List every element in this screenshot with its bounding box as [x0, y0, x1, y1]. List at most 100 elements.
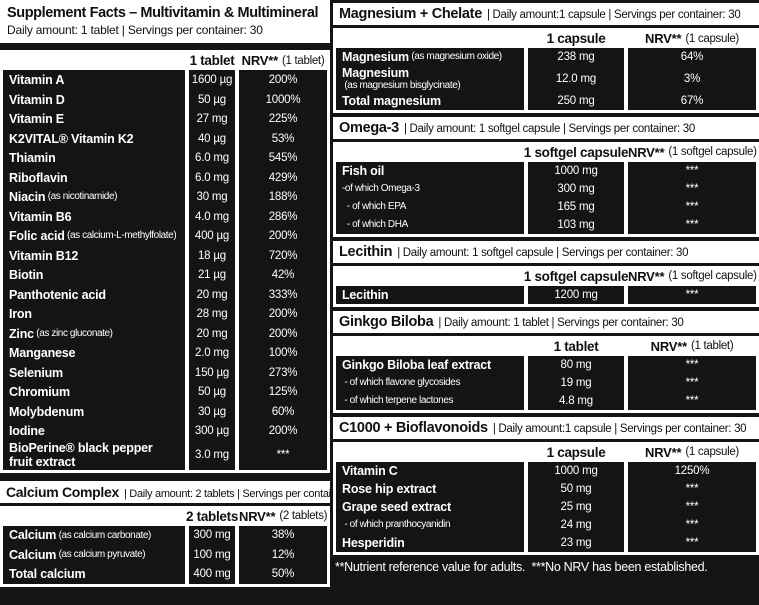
ingredient-nrv: ***	[628, 533, 756, 552]
ingredient-amount: 400 mg	[189, 564, 235, 585]
ingredient-name: Thiamin	[9, 151, 56, 165]
ingredient-note: (as magnesium bisglycinate)	[342, 80, 461, 92]
nrv-label: NRV**	[628, 268, 665, 284]
table-row: Vitamin C 1000 mg 1250%	[336, 461, 756, 480]
ingredient-nrv: 3%	[628, 66, 756, 92]
table-row: Magnesium (as magnesium oxide) 238 mg 64…	[336, 48, 756, 66]
nrv-unit-note: (1 capsule)	[685, 446, 739, 459]
table-row: Iodine 300 µg 200%	[3, 421, 327, 441]
nrv-unit-note: (1 softgel capsule)	[668, 146, 757, 159]
c1000-table: 1 capsule NRV** (1 capsule) Vitamin C 100…	[333, 441, 759, 555]
section-subtitle: | Daily amount:1 capsule | Servings per …	[486, 9, 741, 21]
section-title: Lecithin	[339, 243, 393, 260]
ingredient-label: - of which DHA	[336, 215, 524, 234]
column-header-nrv: NRV** (1 capsule)	[628, 31, 756, 46]
ingredient-amount: 27 mg	[189, 109, 235, 129]
ingredient-amount: 1000 mg	[528, 461, 624, 480]
ingredient-amount: 30 µg	[189, 401, 235, 422]
nrv-unit-note: (2 tablets)	[279, 510, 328, 523]
table-row: - of which flavone glycosides 19 mg ***	[336, 373, 756, 392]
ingredient-name: Selenium	[9, 365, 63, 380]
ingredient-name: Vitamin C	[342, 463, 398, 478]
ingredient-amount: 1200 mg	[528, 285, 624, 304]
table-row: Niacin (as nicotinamide) 30 mg 188%	[3, 187, 327, 207]
section-header-ginkgo: Ginkgo Biloba | Daily amount: 1 tablet |…	[333, 310, 759, 333]
table-row: BioPerine® black pepper fruit extract 3.…	[3, 440, 327, 470]
table-header-row: 1 softgel capsule NRV** (1 softgel capsul…	[336, 142, 757, 162]
header-spacer	[3, 53, 185, 68]
table-header-row: 2 tablets NRV** (2 tablets)	[3, 506, 328, 526]
header-spacer	[336, 31, 524, 46]
ingredient-nrv: ***	[628, 197, 756, 216]
ingredient-nrv: 125%	[239, 382, 327, 402]
ingredient-note: (as calcium-L-methylfolate)	[64, 230, 177, 242]
ingredient-amount: 2.0 mg	[189, 343, 235, 363]
ingredient-nrv: ***	[628, 215, 756, 234]
ingredient-nrv: 333%	[239, 284, 327, 305]
left-column: Supplement Facts – Multivitamin & Multim…	[0, 0, 330, 588]
nrv-label: NRV**	[241, 53, 279, 69]
ingredient-nrv: 53%	[239, 128, 327, 149]
ingredient-name: Panthotenic acid	[9, 287, 106, 302]
section-subtitle: | Daily amount: 1 softgel capsule | Serv…	[397, 246, 689, 259]
table-row: Panthotenic acid 20 mg 333%	[3, 284, 327, 305]
ingredient-amount: 23 mg	[528, 533, 624, 552]
table-row: -of which Omega-3 300 mg ***	[336, 179, 756, 198]
ingredient-label: Vitamin B12	[3, 245, 185, 266]
ingredient-nrv: 200%	[239, 421, 327, 441]
ingredient-label: Magnesium (as magnesium oxide)	[336, 48, 524, 66]
table-row: Total calcium 400 mg 50%	[3, 564, 327, 585]
nrv-unit-note: (1 tablet)	[281, 54, 325, 67]
ingredient-label: Lecithin	[336, 285, 524, 304]
table-row: Vitamin B6 4.0 mg 286%	[3, 206, 327, 227]
ingredient-name: Manganese	[9, 346, 76, 360]
ingredient-amount: 4.8 mg	[528, 391, 624, 410]
ingredient-amount: 300 mg	[189, 525, 235, 546]
ingredient-label: - of which EPA	[336, 197, 524, 216]
ingredient-name: Vitamin B6	[9, 209, 72, 224]
section-subtitle: | Daily amount: 2 tablets | Servings per…	[123, 487, 330, 500]
ingredient-amount: 238 mg	[528, 48, 624, 66]
ingredient-name: Calcium	[9, 528, 57, 543]
ingredient-amount: 250 mg	[528, 91, 624, 110]
ingredient-label: Manganese	[3, 343, 185, 363]
ingredient-name: Fish oil	[342, 163, 385, 178]
ingredient-amount: 19 mg	[528, 373, 624, 392]
ingredient-nrv: ***	[628, 373, 756, 392]
ingredient-name: Hesperidin	[342, 535, 405, 550]
ingredient-note: (as nicotinamide)	[45, 191, 118, 203]
ingredient-name: Calcium	[9, 547, 57, 562]
ingredient-label: Magnesium (as magnesium bisglycinate)	[336, 66, 524, 92]
ingredient-nrv: ***	[628, 179, 756, 198]
ingredient-label: Total magnesium	[336, 91, 524, 110]
section-title: Omega-3	[339, 119, 399, 136]
section-header-calcium-complex: Calcium Complex | Daily amount: 2 tablet…	[0, 480, 330, 503]
ingredient-label: K2VITAL® Vitamin K2	[3, 128, 185, 149]
ingredient-label: Grape seed extract	[336, 497, 524, 516]
header-spacer	[336, 445, 524, 460]
ingredient-nrv: ***	[628, 497, 756, 516]
column-header-amount: 1 capsule	[546, 31, 606, 46]
omega3-table: 1 softgel capsule NRV** (1 softgel capsul…	[333, 141, 759, 237]
column-header-amount: 1 softgel capsule	[523, 144, 629, 160]
column-header-nrv: NRV** (1 softgel capsule)	[628, 269, 757, 284]
column-header-nrv: NRV** (2 tablets)	[239, 509, 327, 524]
ingredient-amount: 50 µg	[189, 382, 235, 402]
ingredient-name: Iodine	[9, 424, 45, 438]
ingredient-label: Fish oil	[336, 161, 524, 180]
ingredient-nrv: 720%	[239, 245, 327, 266]
nrv-label: NRV**	[628, 144, 665, 160]
ingredient-nrv: 50%	[239, 564, 327, 585]
ingredient-note: (as magnesium oxide)	[408, 51, 502, 63]
ingredient-amount: 20 mg	[189, 284, 235, 305]
column-header-amount: 1 capsule	[546, 444, 606, 460]
ingredient-name: Rose hip extract	[342, 481, 437, 496]
table-row: Calcium (as calcium carbonate) 300 mg 38…	[3, 525, 327, 546]
ingredient-name: Niacin	[9, 190, 46, 204]
table-row: Iron 28 mg 200%	[3, 304, 327, 324]
column-header-amount: 1 softgel capsule	[523, 268, 629, 284]
table-row: Folic acid (as calcium-L-methylfolate) 4…	[3, 226, 327, 246]
table-row: Ginkgo Biloba leaf extract 80 mg ***	[336, 355, 756, 374]
ingredient-label: Niacin (as nicotinamide)	[3, 187, 185, 207]
